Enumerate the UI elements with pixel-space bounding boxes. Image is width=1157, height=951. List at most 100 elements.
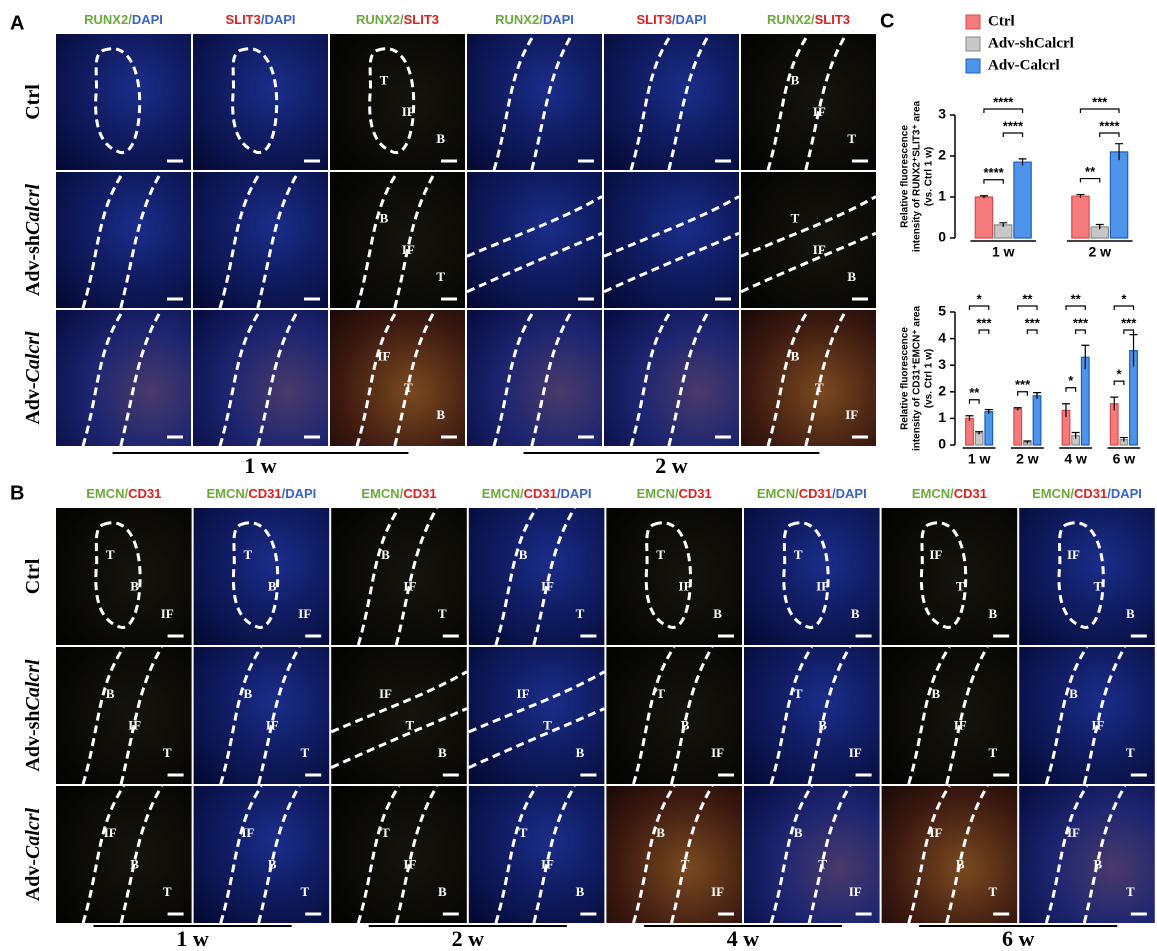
boundary bbox=[603, 195, 740, 258]
boundary bbox=[393, 309, 437, 447]
region-label: T bbox=[1126, 745, 1135, 760]
region-label: IF bbox=[929, 825, 942, 840]
micrograph bbox=[56, 786, 192, 923]
row-label: Adv-Calcrl bbox=[22, 807, 44, 901]
row-label: Ctrl bbox=[22, 558, 44, 594]
region-label: IF bbox=[403, 578, 416, 593]
region-label: T bbox=[163, 884, 172, 899]
header-part: EMCN/ bbox=[912, 486, 954, 501]
region-label: T bbox=[791, 211, 800, 226]
boundary bbox=[257, 785, 301, 924]
boundary bbox=[494, 785, 538, 924]
boundary bbox=[330, 707, 468, 769]
boundary bbox=[494, 507, 538, 646]
micrograph bbox=[604, 34, 739, 170]
bar bbox=[1013, 408, 1023, 446]
region-label: T bbox=[681, 856, 690, 871]
error-bar bbox=[1095, 223, 1104, 230]
micrograph bbox=[330, 34, 465, 170]
region-label: IF bbox=[298, 606, 311, 621]
region-label: T bbox=[300, 745, 309, 760]
region-label: IF bbox=[378, 349, 391, 364]
region-label: IF bbox=[541, 856, 554, 871]
region-label: IF bbox=[1067, 825, 1080, 840]
micrograph bbox=[331, 647, 467, 784]
significance-bracket bbox=[1079, 108, 1120, 113]
micrograph bbox=[881, 508, 1018, 645]
header-part: /DAPI bbox=[1107, 486, 1142, 501]
row-label-part: Ctrl bbox=[22, 558, 44, 594]
row-label: Adv-shCalcrl bbox=[22, 659, 44, 772]
region-label: IF bbox=[1091, 717, 1104, 732]
boundary bbox=[632, 785, 676, 924]
region-label: B bbox=[268, 578, 277, 593]
boundary bbox=[492, 309, 536, 447]
header-part: SLIT3 bbox=[404, 12, 439, 27]
boundary bbox=[393, 171, 437, 309]
region-label: IF bbox=[241, 825, 254, 840]
significance-label: * bbox=[977, 291, 983, 306]
micrograph bbox=[744, 508, 880, 645]
error-bar bbox=[1018, 158, 1027, 166]
boundary bbox=[119, 646, 164, 785]
boundary bbox=[629, 33, 673, 171]
error-bar bbox=[1076, 193, 1085, 198]
significance-bracket bbox=[968, 399, 980, 404]
micrograph bbox=[606, 508, 742, 645]
boundary bbox=[766, 33, 810, 171]
micrograph bbox=[606, 647, 742, 784]
region-label: T bbox=[794, 547, 803, 562]
region-label: B bbox=[130, 578, 139, 593]
header-part: EMCN/ bbox=[1032, 486, 1074, 501]
micrograph bbox=[331, 786, 467, 923]
region-label: IF bbox=[379, 686, 392, 701]
boundary bbox=[740, 231, 877, 294]
boundary bbox=[468, 707, 606, 769]
region-label: T bbox=[794, 686, 803, 701]
legend-label: Ctrl bbox=[988, 13, 1015, 29]
boundary bbox=[670, 785, 714, 924]
row-label-part: Adv- bbox=[22, 859, 44, 901]
timepoint-label: 1 w bbox=[176, 926, 209, 951]
region-label: IF bbox=[541, 578, 554, 593]
region-label: T bbox=[436, 269, 445, 284]
y-axis-label: intensity of RUNX2⁺SLIT3⁺ area bbox=[912, 100, 923, 252]
boundary bbox=[219, 785, 263, 924]
y-tick-label: 1 bbox=[938, 188, 946, 204]
region-label: IF bbox=[813, 242, 826, 257]
boundary bbox=[356, 507, 401, 646]
header-part: CD31 bbox=[954, 486, 987, 501]
header-part: EMCN/ bbox=[482, 486, 524, 501]
header-part: /DAPI bbox=[282, 486, 317, 501]
significance-bracket bbox=[983, 108, 1024, 113]
significance-bracket bbox=[1065, 387, 1077, 392]
bar bbox=[1109, 151, 1129, 239]
region-label: IF bbox=[1067, 547, 1080, 562]
y-axis-label: Relative fluorescence bbox=[900, 125, 911, 228]
y-tick-label: 3 bbox=[938, 106, 946, 122]
micrograph bbox=[468, 786, 605, 923]
boundary bbox=[1082, 646, 1127, 785]
significance-bracket bbox=[1002, 132, 1024, 137]
header-part: /DAPI bbox=[557, 486, 592, 501]
region-label: T bbox=[406, 717, 415, 732]
micrograph bbox=[1019, 508, 1155, 645]
boundary bbox=[766, 309, 810, 447]
bar bbox=[1080, 356, 1090, 446]
region-label: T bbox=[543, 717, 552, 732]
boundary bbox=[81, 309, 125, 447]
boundary bbox=[532, 785, 576, 924]
boundary bbox=[629, 309, 673, 447]
region-label: IF bbox=[849, 745, 862, 760]
micrograph bbox=[56, 647, 192, 784]
error-bar bbox=[979, 195, 988, 199]
region-label: B bbox=[1126, 606, 1135, 621]
legend-label: Adv-shCalcrl bbox=[988, 35, 1074, 51]
error-bar bbox=[1129, 334, 1138, 367]
significance-bracket bbox=[1113, 305, 1135, 310]
column-header: RUNX2/SLIT3 bbox=[767, 12, 850, 27]
boundary bbox=[231, 521, 280, 629]
region-label: T bbox=[576, 606, 585, 621]
region-label: IF bbox=[402, 242, 415, 257]
boundary bbox=[218, 309, 262, 447]
